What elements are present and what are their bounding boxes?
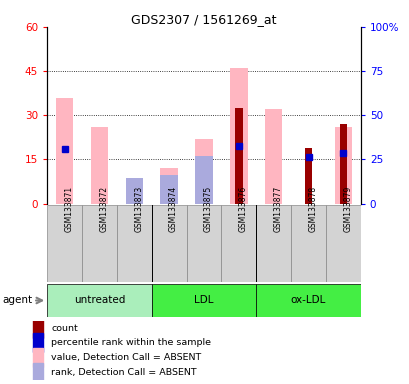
Bar (195, 156, 212, 204)
Text: LDL: LDL (194, 295, 213, 306)
Bar (195, 139, 212, 204)
Text: GSM133879: GSM133879 (343, 185, 351, 232)
Text: rank, Detection Call = ABSENT: rank, Detection Call = ABSENT (51, 368, 196, 377)
Bar (125, 178, 143, 204)
Bar (160, 168, 178, 204)
Bar (334, 127, 351, 204)
Bar (47, 284, 151, 317)
Text: GSM133873: GSM133873 (134, 185, 143, 232)
Text: GSM133878: GSM133878 (308, 185, 317, 232)
Text: count: count (51, 324, 78, 333)
Bar (33, 363, 43, 382)
Bar (151, 205, 186, 282)
Title: GDS2307 / 1561269_at: GDS2307 / 1561269_at (131, 13, 276, 26)
Text: value, Detection Call = ABSENT: value, Detection Call = ABSENT (51, 353, 201, 362)
Text: GSM133876: GSM133876 (238, 185, 247, 232)
Bar (339, 124, 346, 204)
Bar (90, 127, 108, 204)
Bar (221, 205, 256, 282)
Bar (290, 205, 325, 282)
Bar (256, 205, 290, 282)
Text: GSM133871: GSM133871 (65, 185, 73, 232)
Text: percentile rank within the sample: percentile rank within the sample (51, 338, 211, 348)
Text: GSM133874: GSM133874 (169, 185, 178, 232)
Bar (234, 108, 242, 204)
Bar (160, 175, 178, 204)
Bar (229, 68, 247, 204)
Bar (325, 205, 360, 282)
Text: GSM133872: GSM133872 (99, 185, 108, 232)
Text: GSM133875: GSM133875 (204, 185, 212, 232)
Bar (125, 187, 143, 204)
Bar (56, 98, 73, 204)
Bar (151, 284, 256, 317)
Bar (47, 205, 82, 282)
Text: ox-LDL: ox-LDL (290, 295, 326, 306)
Bar (117, 205, 151, 282)
Text: GSM133877: GSM133877 (273, 185, 282, 232)
Text: untreated: untreated (74, 295, 125, 306)
Bar (264, 109, 282, 204)
Bar (33, 319, 43, 338)
Bar (256, 284, 360, 317)
Bar (186, 205, 221, 282)
Bar (33, 333, 43, 353)
Bar (304, 147, 312, 204)
Bar (82, 205, 117, 282)
Text: agent: agent (2, 295, 32, 306)
Bar (33, 348, 43, 367)
